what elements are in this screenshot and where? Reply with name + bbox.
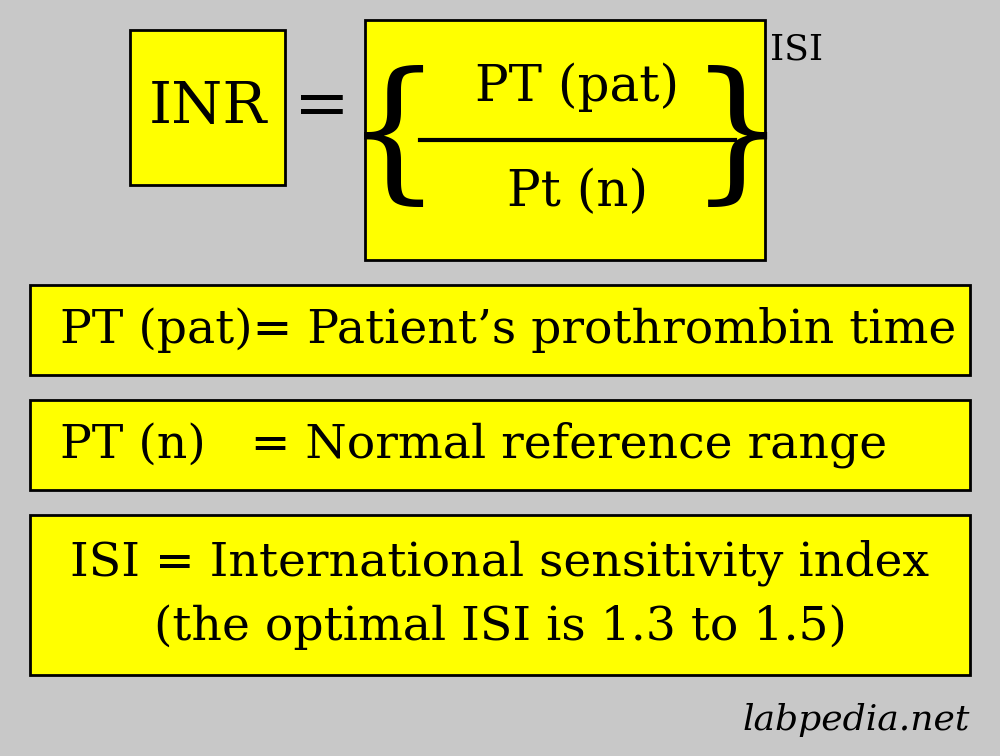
Text: INR: INR bbox=[148, 79, 267, 135]
FancyBboxPatch shape bbox=[130, 30, 285, 185]
Text: (the optimal ISI is 1.3 to 1.5): (the optimal ISI is 1.3 to 1.5) bbox=[154, 604, 846, 650]
Text: }: } bbox=[688, 66, 786, 214]
Text: ISI: ISI bbox=[770, 32, 823, 66]
Text: PT (pat): PT (pat) bbox=[475, 63, 680, 112]
Text: Pt (n): Pt (n) bbox=[507, 168, 648, 218]
Text: PT (n)   = Normal reference range: PT (n) = Normal reference range bbox=[60, 422, 887, 468]
FancyBboxPatch shape bbox=[30, 285, 970, 375]
FancyBboxPatch shape bbox=[30, 515, 970, 675]
Text: PT (pat)= Patient’s prothrombin time: PT (pat)= Patient’s prothrombin time bbox=[60, 307, 956, 353]
Text: ISI = International sensitivity index: ISI = International sensitivity index bbox=[70, 540, 930, 586]
Text: {: { bbox=[344, 66, 442, 214]
FancyBboxPatch shape bbox=[30, 400, 970, 490]
FancyBboxPatch shape bbox=[365, 20, 765, 260]
Text: labpedia.net: labpedia.net bbox=[743, 703, 970, 737]
Text: =: = bbox=[294, 75, 350, 140]
